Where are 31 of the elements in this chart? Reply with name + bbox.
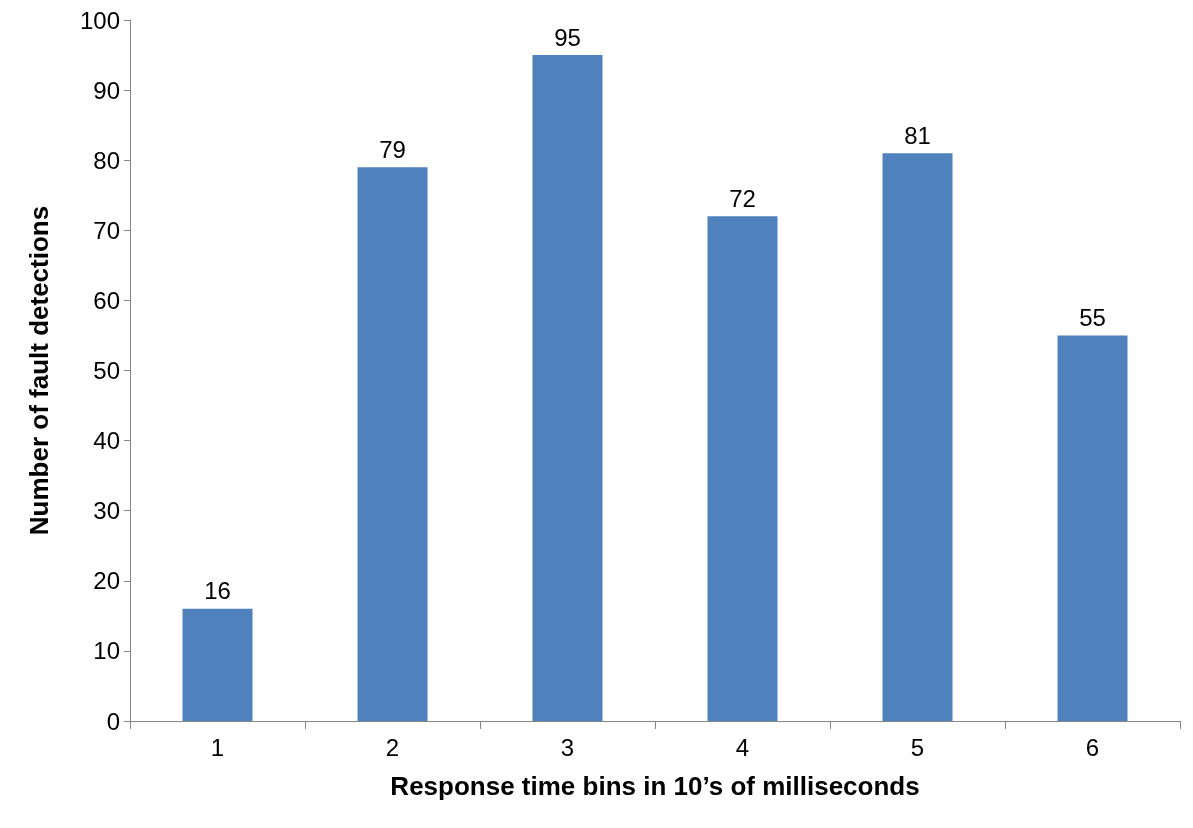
x-tick-label: 1 [210,733,225,761]
data-label: 55 [1079,303,1106,331]
bar [357,167,428,721]
y-axis-title: Number of fault detections [24,205,54,536]
y-tick-label: 80 [93,146,120,174]
x-tick-label: 2 [385,733,400,761]
y-tick-label: 90 [93,76,120,104]
y-tick-label: 40 [93,427,120,455]
bar [882,153,953,721]
bar [1057,335,1128,721]
data-label: 72 [729,184,756,212]
data-label: 79 [379,135,406,163]
bar [707,216,778,721]
x-tick-label: 5 [910,733,925,761]
y-tick-label: 30 [93,497,120,525]
bar [532,55,603,721]
bar [182,608,253,721]
data-label: 95 [554,23,581,51]
x-tick-label: 3 [560,733,575,761]
y-tick-label: 0 [106,707,120,735]
y-tick-label: 60 [93,286,120,314]
y-tick-label: 10 [93,637,120,665]
x-tick-label: 4 [735,733,750,761]
data-label: 16 [204,577,231,605]
x-tick-label: 6 [1085,733,1100,761]
data-label: 81 [904,121,931,149]
x-axis-title: Response time bins in 10’s of milliseconds [390,771,920,801]
y-tick-label: 100 [79,6,120,34]
y-tick-label: 50 [93,357,120,384]
y-tick-label: 70 [93,216,120,244]
y-tick-label: 20 [93,567,120,595]
